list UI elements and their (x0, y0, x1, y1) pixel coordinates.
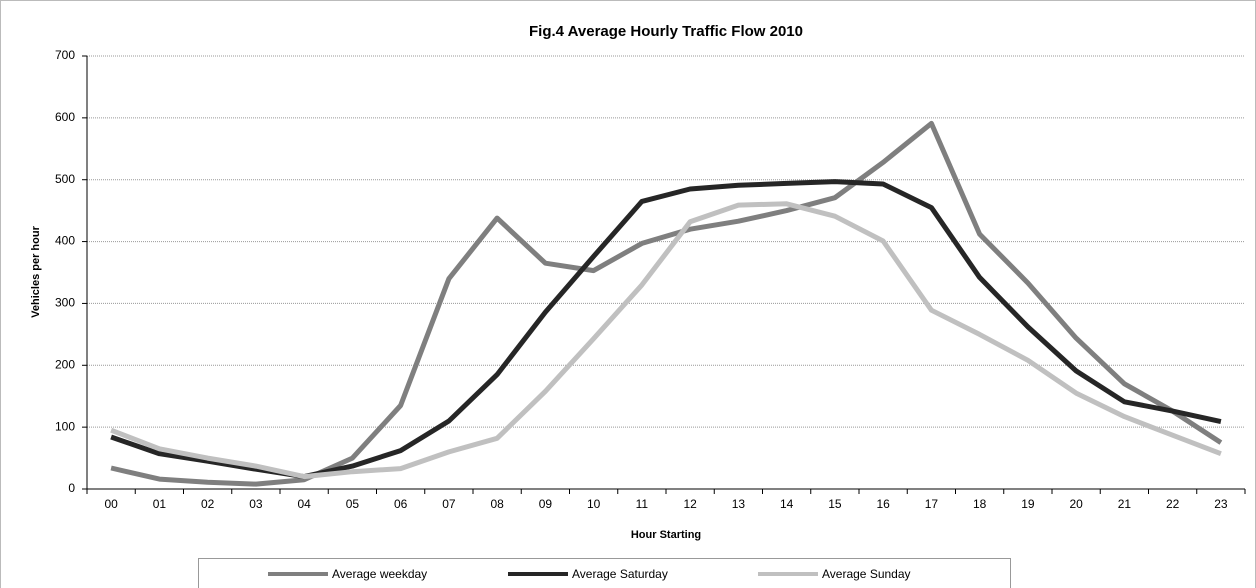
y-tick-label: 500 (55, 172, 75, 186)
x-tick-label: 03 (249, 497, 263, 511)
chart-title: Fig.4 Average Hourly Traffic Flow 2010 (529, 23, 803, 40)
x-tick-label: 17 (925, 497, 939, 511)
legend-label: Average Saturday (572, 567, 668, 581)
y-tick-label: 200 (55, 357, 75, 371)
y-tick-label: 100 (55, 419, 75, 433)
x-tick-label: 02 (201, 497, 215, 511)
x-tick-label: 19 (1021, 497, 1035, 511)
legend-label: Average Sunday (822, 567, 911, 581)
legend-box (198, 558, 1011, 588)
y-tick-label: 300 (55, 296, 75, 310)
series-line (110, 120, 1223, 487)
x-axis-label: Hour Starting (631, 529, 701, 541)
x-tick-label: 13 (732, 497, 746, 511)
x-tick-label: 04 (297, 497, 311, 511)
y-tick-label: 600 (55, 110, 75, 124)
y-axis-label: Vehicles per hour (30, 225, 42, 317)
x-tick-label: 20 (1069, 497, 1083, 511)
x-tick-label: 10 (587, 497, 601, 511)
y-tick-label: 400 (55, 234, 75, 248)
y-tick-label: 0 (68, 481, 75, 495)
legend-label: Average weekday (332, 567, 427, 581)
series-line (110, 201, 1222, 480)
x-tick-label: 09 (539, 497, 553, 511)
x-tick-label: 11 (636, 497, 649, 511)
x-tick-label: 15 (828, 497, 842, 511)
x-tick-label: 08 (490, 497, 504, 511)
x-tick-label: 21 (1118, 497, 1132, 511)
x-tick-label: 23 (1214, 497, 1228, 511)
x-tick-label: 06 (394, 497, 408, 511)
y-tick-label: 700 (55, 48, 75, 62)
x-tick-label: 01 (153, 497, 167, 511)
x-tick-label: 12 (683, 497, 697, 511)
x-tick-label: 05 (346, 497, 360, 511)
x-tick-label: 14 (780, 497, 794, 511)
x-tick-label: 18 (973, 497, 987, 511)
x-tick-label: 16 (876, 497, 890, 511)
x-tick-label: 00 (104, 497, 118, 511)
x-tick-label: 07 (442, 497, 456, 511)
x-tick-label: 22 (1166, 497, 1180, 511)
